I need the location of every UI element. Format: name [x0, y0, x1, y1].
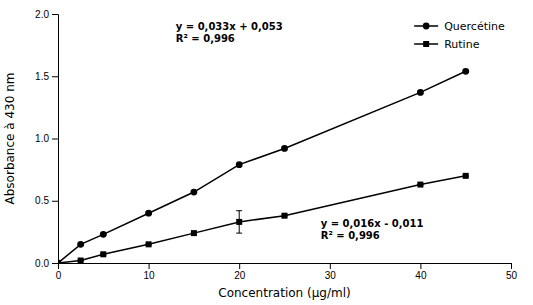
x-axis: 0 10 20 30 40 50	[56, 263, 518, 281]
point	[463, 173, 469, 179]
series-line	[58, 176, 466, 263]
x-tick: 50	[506, 263, 518, 281]
series	[58, 68, 469, 263]
x-tick-label: 40	[415, 270, 427, 281]
x-tick-mark	[330, 263, 331, 269]
chart: 0 10 20 30 40 50 0.0 0.5 1.0 1.5 2.0 y = 0,033x + 0…	[0, 0, 533, 305]
x-tick-mark	[511, 263, 512, 269]
y-tick: 1.5	[35, 71, 58, 82]
y-tick: 0.5	[35, 195, 58, 206]
annotation-line: y = 0,033x + 0,053	[176, 21, 283, 32]
x-tick-mark	[239, 263, 240, 269]
y-tick-mark	[52, 76, 58, 77]
point	[236, 161, 243, 168]
y-axis-title: Absorbance à 430 nm	[3, 73, 17, 205]
series-line	[58, 71, 466, 263]
point	[100, 251, 106, 257]
legend-entry: Quercétine	[414, 20, 505, 33]
x-tick-label: 20	[234, 270, 246, 281]
y-tick: 2.0	[35, 9, 58, 20]
y-tick-label: 0.0	[35, 258, 49, 269]
point	[191, 189, 198, 196]
point	[146, 241, 152, 247]
y-tick: 0.0	[35, 258, 58, 269]
plot-area: 0 10 20 30 40 50 0.0 0.5 1.0 1.5 2.0 y = 0,033x + 0…	[35, 9, 517, 281]
y-axis: 0.0 0.5 1.0 1.5 2.0	[35, 9, 58, 269]
legend: Quercétine Rutine	[414, 20, 505, 51]
point	[58, 260, 61, 263]
annotation-line: R² = 0,996	[176, 33, 235, 44]
x-tick-label: 10	[144, 270, 156, 281]
x-tick-label: 0	[56, 270, 62, 281]
point	[417, 89, 424, 96]
x-tick: 20	[234, 263, 246, 281]
x-tick-mark	[149, 263, 150, 269]
annotation: y = 0,033x + 0,053R² = 0,996	[176, 21, 283, 44]
point	[78, 258, 84, 263]
point	[282, 213, 288, 219]
series	[58, 173, 469, 263]
marks	[58, 68, 469, 263]
legend-label: Quercétine	[444, 20, 505, 33]
x-tick: 10	[144, 263, 156, 281]
x-tick: 0	[56, 263, 62, 281]
x-tick-mark	[420, 263, 421, 269]
point	[236, 219, 242, 225]
annotation-line: y = 0,016x - 0,011	[321, 218, 424, 229]
legend-label: Rutine	[444, 38, 479, 51]
annotation-line: R² = 0,996	[321, 230, 380, 241]
y-tick-mark	[52, 14, 58, 15]
y-tick-mark	[52, 139, 58, 140]
error-bar	[236, 211, 242, 233]
legend-entry: Rutine	[414, 38, 479, 51]
point	[281, 145, 288, 152]
y-tick-label: 1.0	[35, 133, 49, 144]
y-tick-mark	[52, 263, 58, 264]
point	[462, 68, 469, 75]
x-tick: 30	[325, 263, 337, 281]
point	[77, 241, 84, 248]
y-axis-line	[52, 15, 59, 264]
y-tick-label: 0.5	[35, 195, 49, 206]
x-axis-line	[59, 264, 512, 270]
x-tick: 40	[415, 263, 427, 281]
x-axis-title: Concentration (µg/ml)	[218, 286, 350, 300]
point	[191, 230, 197, 236]
y-tick-label: 1.5	[35, 71, 49, 82]
y-tick-mark	[52, 201, 58, 202]
point	[417, 182, 423, 188]
x-tick-label: 30	[325, 270, 337, 281]
x-tick-label: 50	[506, 270, 518, 281]
y-tick-label: 2.0	[35, 9, 49, 20]
point	[100, 231, 107, 238]
legend-marker	[423, 23, 430, 30]
point	[58, 260, 61, 263]
annotation: y = 0,016x - 0,011R² = 0,996	[321, 218, 424, 241]
y-tick: 1.0	[35, 133, 58, 144]
legend-marker	[423, 41, 429, 47]
point	[145, 210, 152, 217]
